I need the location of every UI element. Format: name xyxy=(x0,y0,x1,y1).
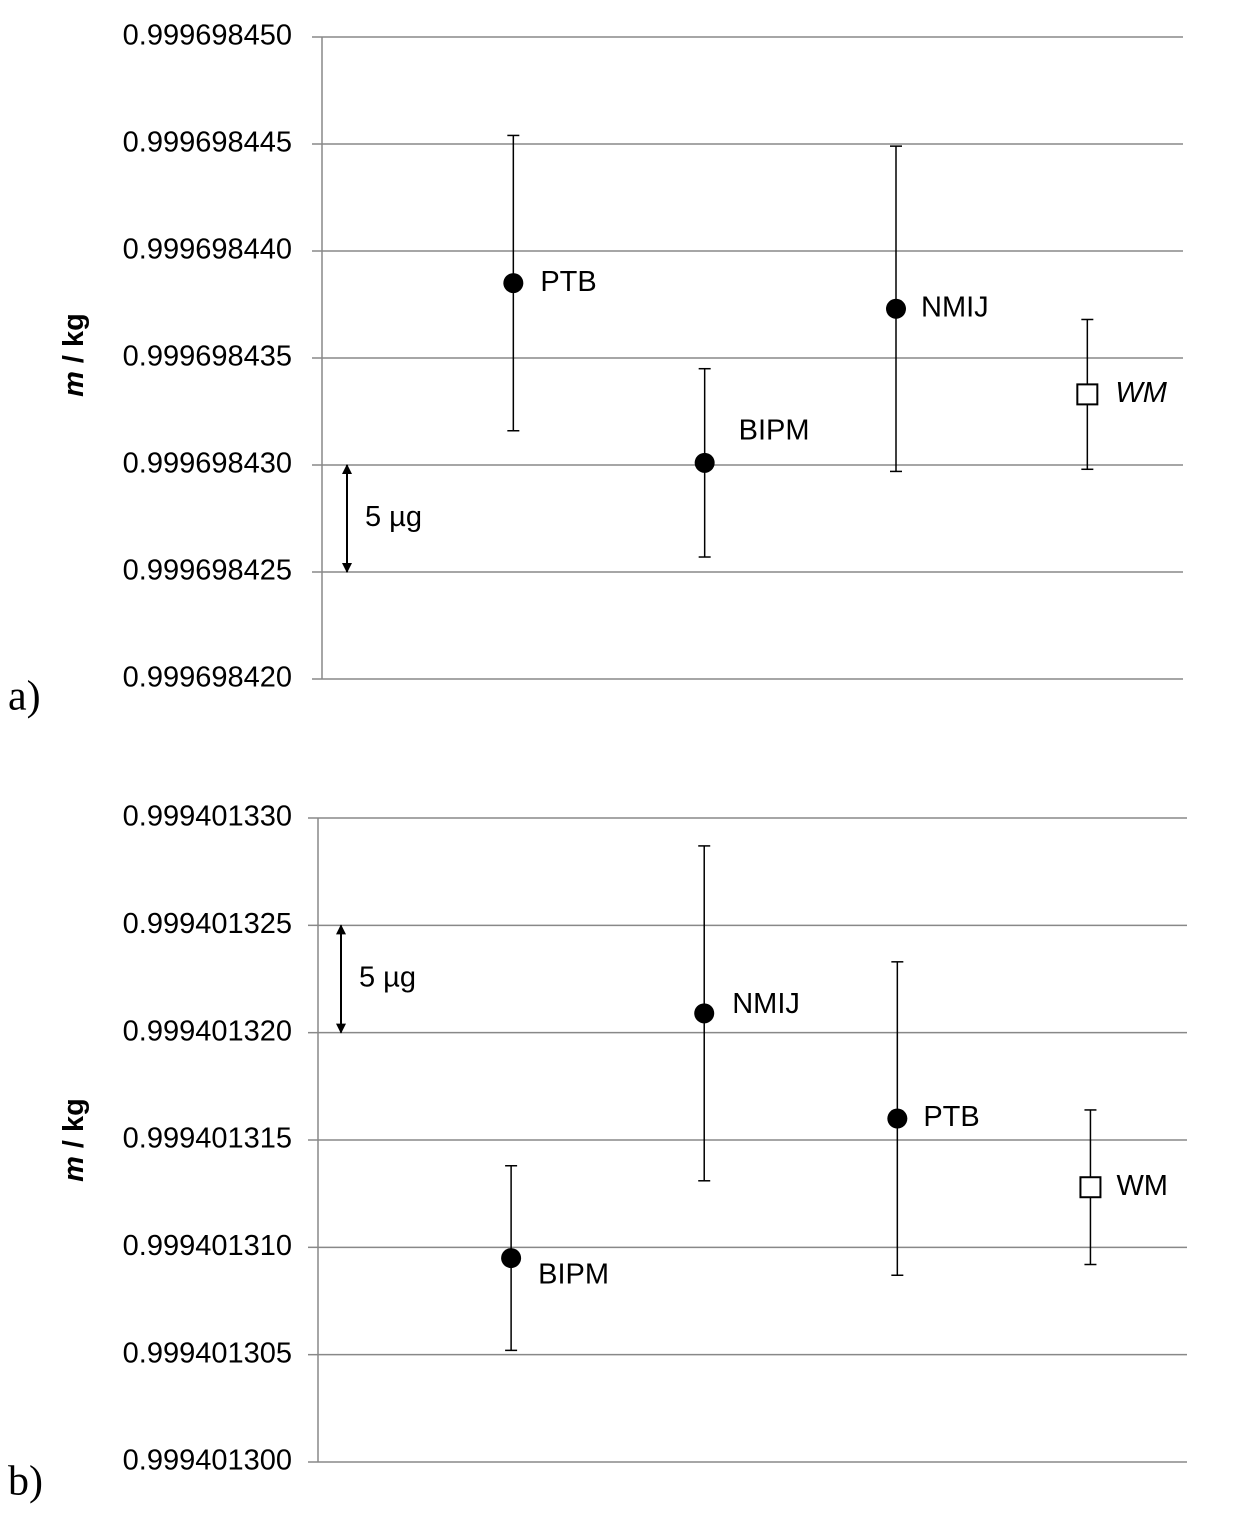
y-tick-label: 0.999698450 xyxy=(123,20,292,52)
scale-label: 5 µg xyxy=(365,501,422,533)
y-tick-label: 0.999401310 xyxy=(123,1230,292,1262)
y-axis-unit: / kg xyxy=(58,313,90,363)
y-axis-title: m / kg xyxy=(58,1098,90,1182)
panel-label: a) xyxy=(8,674,41,720)
y-tick-label: 0.999698445 xyxy=(123,127,292,159)
point-label: NMIJ xyxy=(732,988,800,1020)
scale-label: 5 µg xyxy=(359,962,416,994)
point-label: WM xyxy=(1116,1170,1168,1202)
y-axis-unit: / kg xyxy=(58,1098,90,1148)
point-label: BIPM xyxy=(538,1259,609,1291)
y-axis-title: m / kg xyxy=(58,313,90,397)
y-tick-label: 0.999401315 xyxy=(123,1123,292,1155)
point-label: WM xyxy=(1115,377,1167,409)
y-tick-label: 0.999698425 xyxy=(123,555,292,587)
y-tick-label: 0.999698430 xyxy=(123,448,292,480)
y-axis-symbol: m xyxy=(58,371,90,397)
marker xyxy=(887,1108,908,1129)
marker xyxy=(694,452,715,473)
y-tick-label: 0.999401330 xyxy=(123,801,292,833)
y-tick-label: 0.999401300 xyxy=(123,1445,292,1477)
point-label: BIPM xyxy=(739,415,810,447)
y-tick-label: 0.999698420 xyxy=(123,662,292,694)
marker xyxy=(501,1248,522,1269)
marker xyxy=(1076,383,1099,406)
point-label: PTB xyxy=(540,266,596,298)
y-tick-label: 0.999401325 xyxy=(123,908,292,940)
y-tick-label: 0.999401320 xyxy=(123,1015,292,1047)
marker xyxy=(1079,1176,1102,1199)
y-tick-label: 0.999698440 xyxy=(123,234,292,266)
panel-label: b) xyxy=(8,1459,43,1505)
y-tick-label: 0.999401305 xyxy=(123,1337,292,1369)
y-axis-symbol: m xyxy=(58,1156,90,1182)
marker xyxy=(886,298,906,319)
marker xyxy=(503,273,524,294)
point-label: NMIJ xyxy=(921,291,989,323)
point-label: PTB xyxy=(923,1101,979,1133)
marker xyxy=(694,1003,715,1024)
y-tick-label: 0.999698435 xyxy=(123,341,292,373)
